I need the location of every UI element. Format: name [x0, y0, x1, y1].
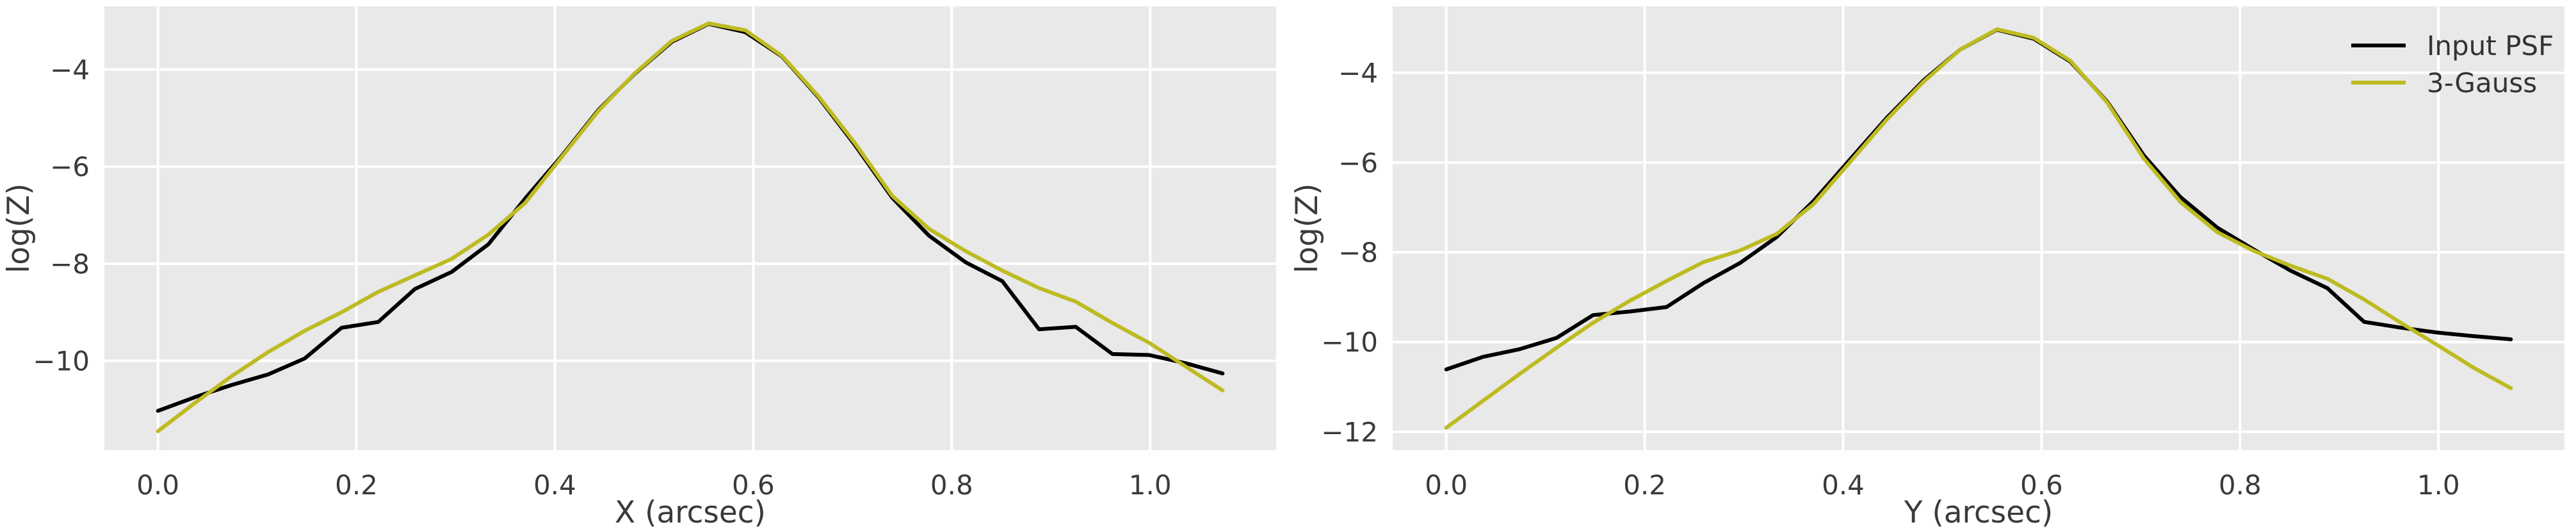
y-tick-label: −4	[1338, 58, 1378, 89]
y-tick-label: −8	[1338, 237, 1378, 268]
y-tick-label: −8	[50, 248, 90, 280]
curve-3-gauss	[156, 21, 1225, 434]
x-tick-label: 0.8	[930, 469, 973, 501]
subplot-right: 0.0 0.2 0.4 0.6 0.8 1.0 −4 −6 −8 −10 −12 Y (arcsec)…	[1290, 6, 2564, 527]
legend-label: 3-Gauss	[2427, 67, 2537, 99]
grid	[104, 6, 1276, 450]
x-tick-label: 1.0	[2417, 469, 2460, 501]
x-tick-label: 0.0	[1425, 469, 1468, 501]
y-tick-label: −10	[33, 345, 90, 377]
x-tick-label: 0.8	[2219, 469, 2262, 501]
x-tick-label: 1.0	[1129, 469, 1172, 501]
x-axis-label: Y (arcsec)	[1904, 495, 2054, 527]
subplot-left: 0.0 0.2 0.4 0.6 0.8 1.0 −4 −6 −8 −10 X (arcsec) log…	[1, 6, 1276, 527]
x-tick-label: 0.6	[732, 469, 775, 501]
y-tick-label: −10	[1321, 327, 1378, 358]
x-tick-label: 0.2	[335, 469, 378, 501]
x-tick-label: 0.4	[1822, 469, 1865, 501]
x-tick-label: 0.2	[1623, 469, 1666, 501]
y-tick-label: −12	[1321, 416, 1378, 448]
y-tick-label: −6	[50, 151, 90, 182]
axes-background	[104, 6, 1276, 450]
x-tick-label: 0.0	[136, 469, 179, 501]
curve-3-gauss	[1444, 27, 2513, 430]
y-tick-label: −4	[50, 54, 90, 86]
legend-label: Input PSF	[2427, 30, 2554, 61]
y-axis-label: log(Z)	[1290, 183, 1325, 273]
axes-background	[1393, 6, 2564, 450]
x-tick-label: 0.4	[533, 469, 576, 501]
grid	[1393, 6, 2564, 450]
x-tick-label: 0.6	[2020, 469, 2063, 501]
y-axis-label: log(Z)	[1, 183, 36, 273]
x-axis-label: X (arcsec)	[615, 495, 766, 527]
y-tick-label: −6	[1338, 147, 1378, 179]
legend: Input PSF 3-Gauss	[2351, 30, 2554, 99]
